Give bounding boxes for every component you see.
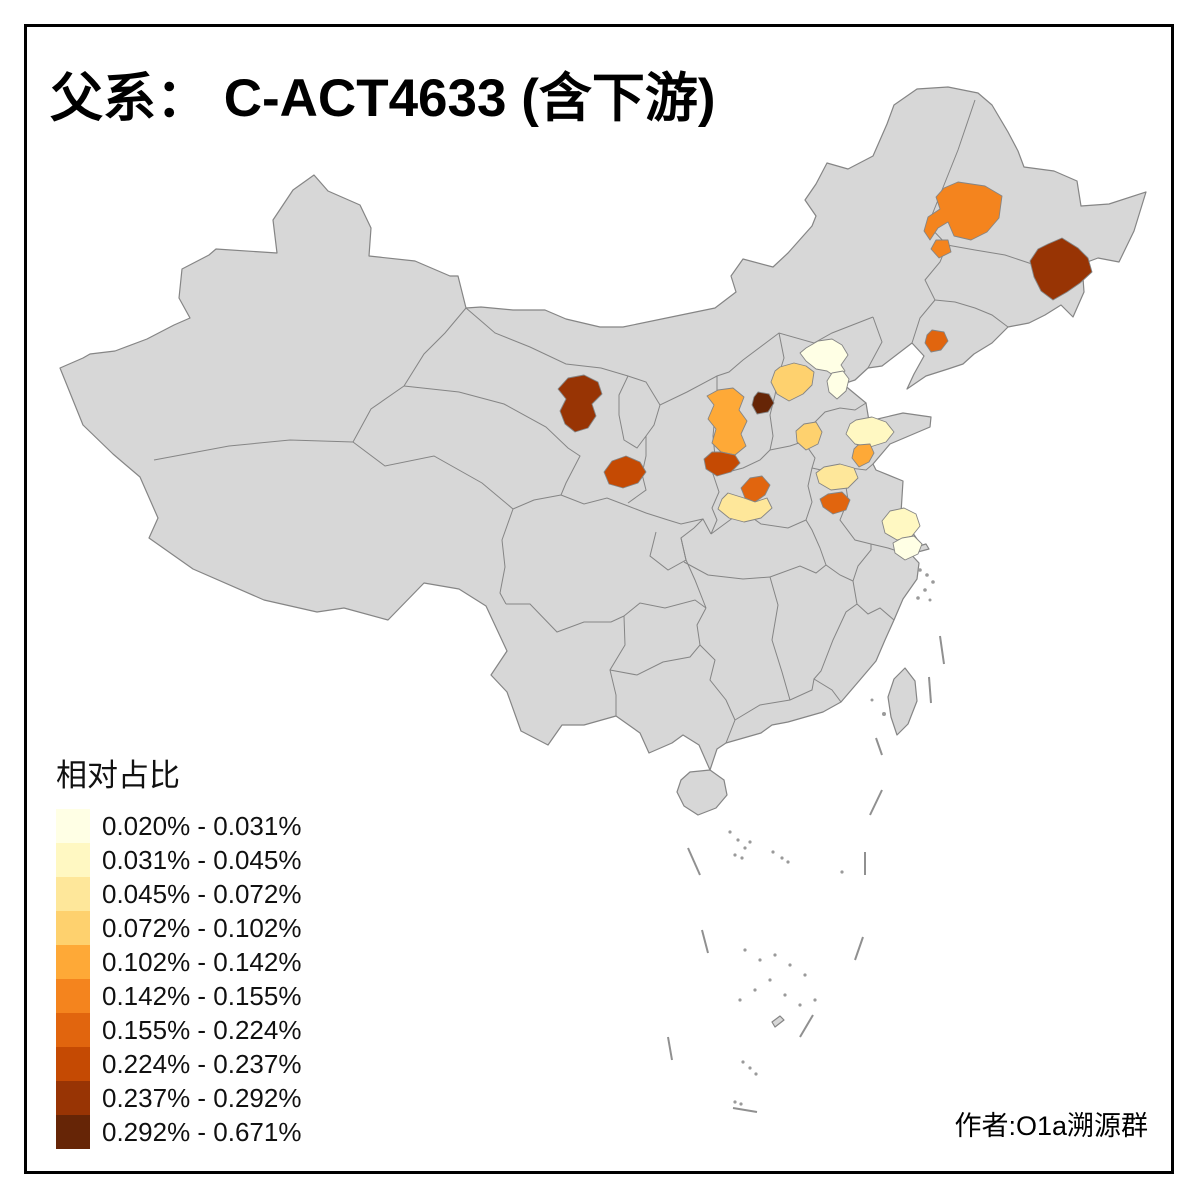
legend-row: 0.045% - 0.072%: [56, 877, 301, 911]
region-tianjin: [826, 370, 850, 400]
legend-swatch: [56, 979, 90, 1013]
region-hebei-shijiazhuang: [795, 421, 823, 451]
legend-class-label: 0.072% - 0.102%: [102, 912, 302, 943]
legend-swatch: [56, 809, 90, 843]
region-heilongjiang-east: [1029, 237, 1093, 301]
region-gansu-lanzhou: [603, 455, 647, 489]
spratly-islet: [771, 1015, 785, 1028]
legend-swatch: [56, 945, 90, 979]
region-henan-west: [740, 475, 771, 503]
legend-class-label: 0.031% - 0.045%: [102, 844, 302, 875]
legend-swatch: [56, 877, 90, 911]
region-henan-southwest: [717, 492, 773, 523]
legend-swatch: [56, 1013, 90, 1047]
legend-class-label: 0.102% - 0.142%: [102, 946, 302, 977]
legend-row: 0.031% - 0.045%: [56, 843, 301, 877]
legend-class-label: 0.045% - 0.072%: [102, 878, 302, 909]
region-beijing: [799, 338, 849, 378]
nine-dash-line: [667, 635, 945, 1113]
region-shandong-southwest: [815, 463, 859, 491]
region-shandong-linyi: [819, 491, 851, 515]
region-shandong-north: [845, 416, 895, 448]
legend-title: 相对占比: [56, 758, 180, 793]
legend-row: 0.155% - 0.224%: [56, 1013, 301, 1047]
legend-row: 0.292% - 0.671%: [56, 1115, 301, 1149]
legend-swatch: [56, 1081, 90, 1115]
legend-row: 0.142% - 0.155%: [56, 979, 301, 1013]
legend-row: 0.020% - 0.031%: [56, 809, 301, 843]
legend-row: 0.102% - 0.142%: [56, 945, 301, 979]
legend-swatch: [56, 1047, 90, 1081]
legend-class-label: 0.020% - 0.031%: [102, 810, 302, 841]
legend-swatch: [56, 1115, 90, 1149]
legend-rows: 0.020% - 0.031% 0.031% - 0.045% 0.045% - 0…: [56, 809, 301, 1149]
region-gansu-wuwei: [557, 374, 603, 433]
legend-swatch: [56, 843, 90, 877]
attribution: 作者:O1a溯源群: [954, 1111, 1148, 1141]
legend: 相对占比 0.020% - 0.031% 0.031% - 0.045% 0.045…: [56, 750, 301, 1149]
region-heilongjiang-qiqihar: [923, 181, 1003, 259]
mainland-outline: [59, 86, 1147, 771]
region-shanxi-southwest: [703, 451, 741, 477]
small-islands: [728, 568, 935, 1106]
legend-class-label: 0.142% - 0.155%: [102, 980, 302, 1011]
legend-row: 0.072% - 0.102%: [56, 911, 301, 945]
chart-title: 父系： C-ACT4633 (含下游): [50, 69, 716, 128]
legend-row: 0.224% - 0.237%: [56, 1047, 301, 1081]
region-jiangsu-southeast: [892, 535, 923, 561]
taiwan-island: [887, 667, 918, 736]
legend-class-label: 0.237% - 0.292%: [102, 1082, 302, 1113]
hainan-island: [676, 769, 728, 816]
legend-class-label: 0.292% - 0.671%: [102, 1116, 302, 1147]
legend-class-label: 0.224% - 0.237%: [102, 1048, 302, 1079]
region-shanxi-central: [751, 391, 775, 415]
legend-swatch: [56, 911, 90, 945]
region-shanxi-north: [770, 362, 815, 402]
region-liaoning-central: [924, 329, 949, 353]
region-shandong-central: [851, 443, 875, 468]
legend-row: 0.237% - 0.292%: [56, 1081, 301, 1115]
legend-class-label: 0.155% - 0.224%: [102, 1014, 302, 1045]
